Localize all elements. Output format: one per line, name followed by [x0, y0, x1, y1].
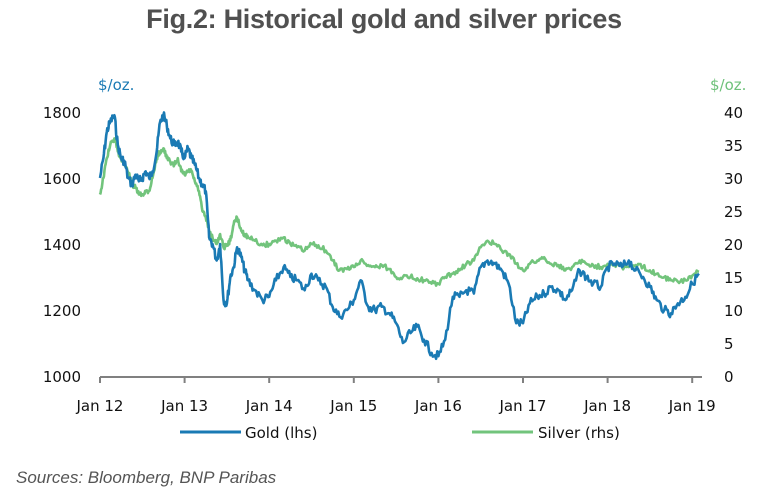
- series-line-silver: [98, 137, 700, 287]
- x-axis-ticks: Jan 12 Jan 13 Jan 14 Jan 15 Jan 16 Jan 17 Jan …: [76, 377, 716, 415]
- right-tick-label: 25: [724, 203, 743, 221]
- x-tick-label: Jan 13: [160, 397, 208, 415]
- right-tick-label: 40: [724, 104, 743, 122]
- x-tick-label: Jan 17: [499, 397, 547, 415]
- x-tick-label: Jan 14: [245, 397, 293, 415]
- right-axis-unit: $/oz.: [710, 76, 746, 94]
- left-tick-label: 1200: [43, 302, 81, 320]
- series-line-gold: [98, 111, 700, 361]
- legend: Gold (lhs) Silver (rhs): [180, 424, 620, 442]
- x-tick-label: Jan 19: [668, 397, 716, 415]
- right-tick-label: 10: [724, 302, 743, 320]
- x-tick-label: Jan 16: [414, 397, 462, 415]
- legend-label-silver: Silver (rhs): [538, 424, 620, 442]
- left-tick-label: 1600: [43, 170, 81, 188]
- right-tick-label: 15: [724, 269, 743, 287]
- right-tick-label: 0: [724, 368, 734, 386]
- left-tick-label: 1000: [43, 368, 81, 386]
- legend-label-gold: Gold (lhs): [245, 424, 317, 442]
- right-tick-label: 20: [724, 236, 743, 254]
- right-tick-label: 30: [724, 170, 743, 188]
- right-tick-label: 35: [724, 137, 743, 155]
- left-tick-label: 1800: [43, 104, 81, 122]
- x-tick-label: Jan 18: [583, 397, 631, 415]
- x-tick-label: Jan 15: [329, 397, 377, 415]
- left-axis-unit: $/oz.: [98, 76, 134, 94]
- x-tick-label: Jan 12: [76, 397, 124, 415]
- right-tick-label: 5: [724, 335, 734, 353]
- left-tick-label: 1400: [43, 236, 81, 254]
- source-note: Sources: Bloomberg, BNP Paribas: [16, 468, 277, 487]
- right-axis-ticks: 0 5 10 15 20 25 30 35 40: [724, 104, 743, 386]
- left-axis-ticks: 1000 1200 1400 1600 1800: [43, 104, 81, 386]
- chart-title: Fig.2: Historical gold and silver prices: [146, 4, 622, 34]
